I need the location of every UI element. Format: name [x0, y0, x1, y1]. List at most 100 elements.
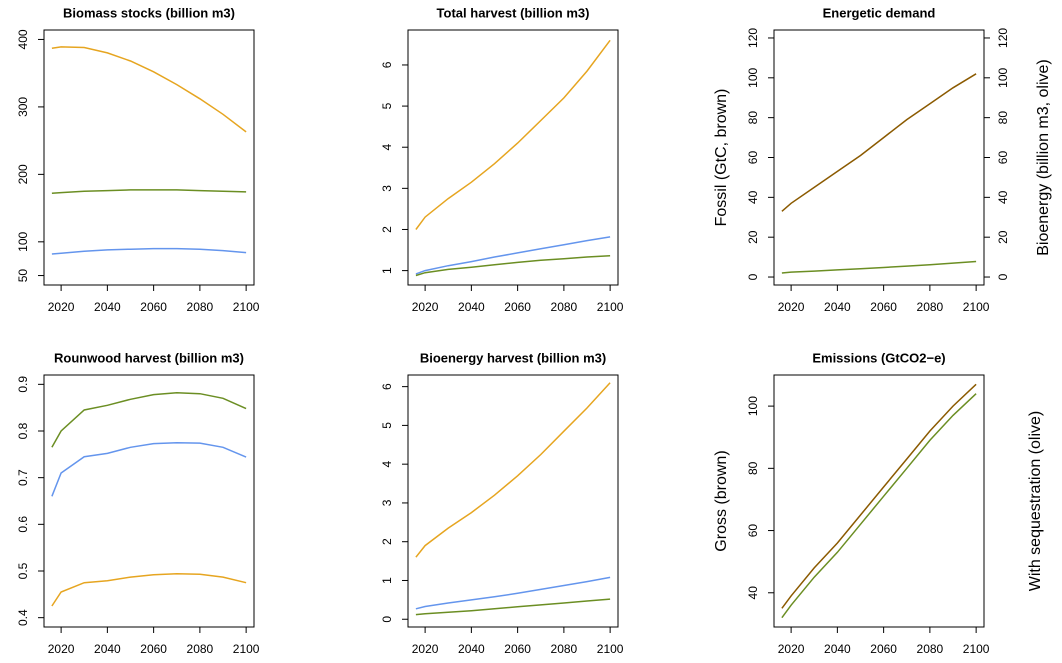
x-tick-label: 2100	[597, 642, 624, 656]
x-tick-label: 2020	[778, 642, 805, 656]
y-tick-label: 60	[746, 151, 760, 165]
x-tick-label: 2100	[597, 300, 624, 314]
y-tick-label: 120	[746, 28, 760, 48]
y2-tick-label: 40	[996, 190, 1010, 204]
y-tick-label: 0.6	[16, 516, 30, 533]
x-tick-label: 2060	[140, 642, 167, 656]
panel-title: Energetic demand	[823, 5, 936, 20]
x-tick-label: 2080	[187, 300, 214, 314]
y-tick-label: 400	[16, 29, 30, 49]
y-tick-label: 6	[380, 61, 394, 68]
y-tick-label: 5	[380, 102, 394, 109]
y-tick-label: 0.8	[16, 422, 30, 439]
series-line	[781, 260, 977, 274]
series-line	[781, 73, 977, 212]
y2-tick-label: 0	[996, 273, 1010, 280]
x-tick-label: 2100	[233, 300, 260, 314]
x-tick-label: 2040	[94, 642, 121, 656]
y-tick-label: 0	[746, 273, 760, 280]
y-tick-label: 100	[746, 67, 760, 87]
x-tick-label: 2040	[458, 300, 485, 314]
x-tick-label: 2040	[94, 300, 121, 314]
y-tick-label: 60	[746, 524, 760, 538]
panel-title: Biomass stocks (billion m3)	[63, 5, 235, 20]
x-tick-label: 2020	[48, 642, 75, 656]
y-tick-label: 40	[746, 586, 760, 600]
y-tick-label: 80	[746, 461, 760, 475]
y-tick-label: 0.7	[16, 469, 30, 486]
series-line	[415, 255, 611, 277]
y-tick-label: 6	[380, 383, 394, 390]
y-tick-label: 50	[16, 269, 30, 283]
y-tick-label: 4	[380, 144, 394, 151]
y2-tick-label: 120	[996, 28, 1010, 48]
series-line	[415, 576, 611, 610]
x-tick-label: 2060	[870, 300, 897, 314]
x-tick-label: 2080	[187, 642, 214, 656]
x-tick-label: 2060	[504, 300, 531, 314]
x-tick-label: 2040	[824, 300, 851, 314]
series-line	[51, 46, 247, 133]
plot-box	[773, 29, 985, 286]
series-line	[415, 236, 611, 275]
x-tick-label: 2100	[963, 300, 990, 314]
y-tick-label: 2	[380, 226, 394, 233]
x-tick-label: 2100	[233, 642, 260, 656]
series-line	[51, 391, 247, 448]
y-axis-label: Gross (brown)	[713, 450, 730, 551]
x-tick-label: 2020	[778, 300, 805, 314]
y2-axis-label: With sequestration (olive)	[1027, 411, 1044, 592]
y2-tick-label: 20	[996, 230, 1010, 244]
series-line	[51, 573, 247, 607]
panel-title: Rounwood harvest (billion m3)	[54, 350, 244, 365]
y2-tick-label: 100	[996, 67, 1010, 87]
y-tick-label: 0.9	[16, 376, 30, 393]
plot-box	[43, 29, 255, 286]
y-tick-label: 200	[16, 164, 30, 184]
x-tick-label: 2080	[917, 642, 944, 656]
plot-box	[407, 374, 619, 628]
x-tick-label: 2080	[551, 642, 578, 656]
y-tick-label: 3	[380, 185, 394, 192]
series-line	[415, 382, 611, 558]
y-axis-label: Fossil (GtC, brown)	[713, 89, 730, 227]
x-tick-label: 2080	[917, 300, 944, 314]
panel-title: Total harvest (billion m3)	[437, 5, 590, 20]
x-tick-label: 2020	[412, 642, 439, 656]
x-tick-label: 2040	[458, 642, 485, 656]
x-tick-label: 2060	[504, 642, 531, 656]
y-tick-label: 300	[16, 97, 30, 117]
series-line	[781, 393, 977, 619]
y2-axis-label: Bioenergy (billion m3, olive)	[1035, 59, 1052, 256]
plot-box	[407, 29, 619, 286]
x-tick-label: 2040	[824, 642, 851, 656]
panel-title: Emissions (GtCO2−e)	[812, 350, 945, 365]
series-line	[51, 189, 247, 195]
x-tick-label: 2060	[140, 300, 167, 314]
y-tick-label: 0	[380, 616, 394, 623]
y-tick-label: 0.5	[16, 562, 30, 579]
x-tick-label: 2100	[963, 642, 990, 656]
series-line	[51, 247, 247, 255]
y-tick-label: 3	[380, 499, 394, 506]
x-tick-label: 2020	[48, 300, 75, 314]
y2-tick-label: 60	[996, 151, 1010, 165]
y-tick-label: 2	[380, 538, 394, 545]
y-tick-label: 4	[380, 461, 394, 468]
series-line	[415, 598, 611, 616]
plot-box	[773, 374, 985, 628]
series-line	[51, 441, 247, 497]
x-tick-label: 2060	[870, 642, 897, 656]
y-tick-label: 80	[746, 111, 760, 125]
y2-tick-label: 80	[996, 111, 1010, 125]
y-tick-label: 0.4	[16, 609, 30, 626]
y-tick-label: 100	[16, 231, 30, 251]
y-tick-label: 1	[380, 577, 394, 584]
y-tick-label: 1	[380, 267, 394, 274]
series-line	[781, 383, 977, 609]
series-line	[415, 39, 611, 230]
panel-title: Bioenergy harvest (billion m3)	[420, 350, 606, 365]
y-tick-label: 40	[746, 190, 760, 204]
